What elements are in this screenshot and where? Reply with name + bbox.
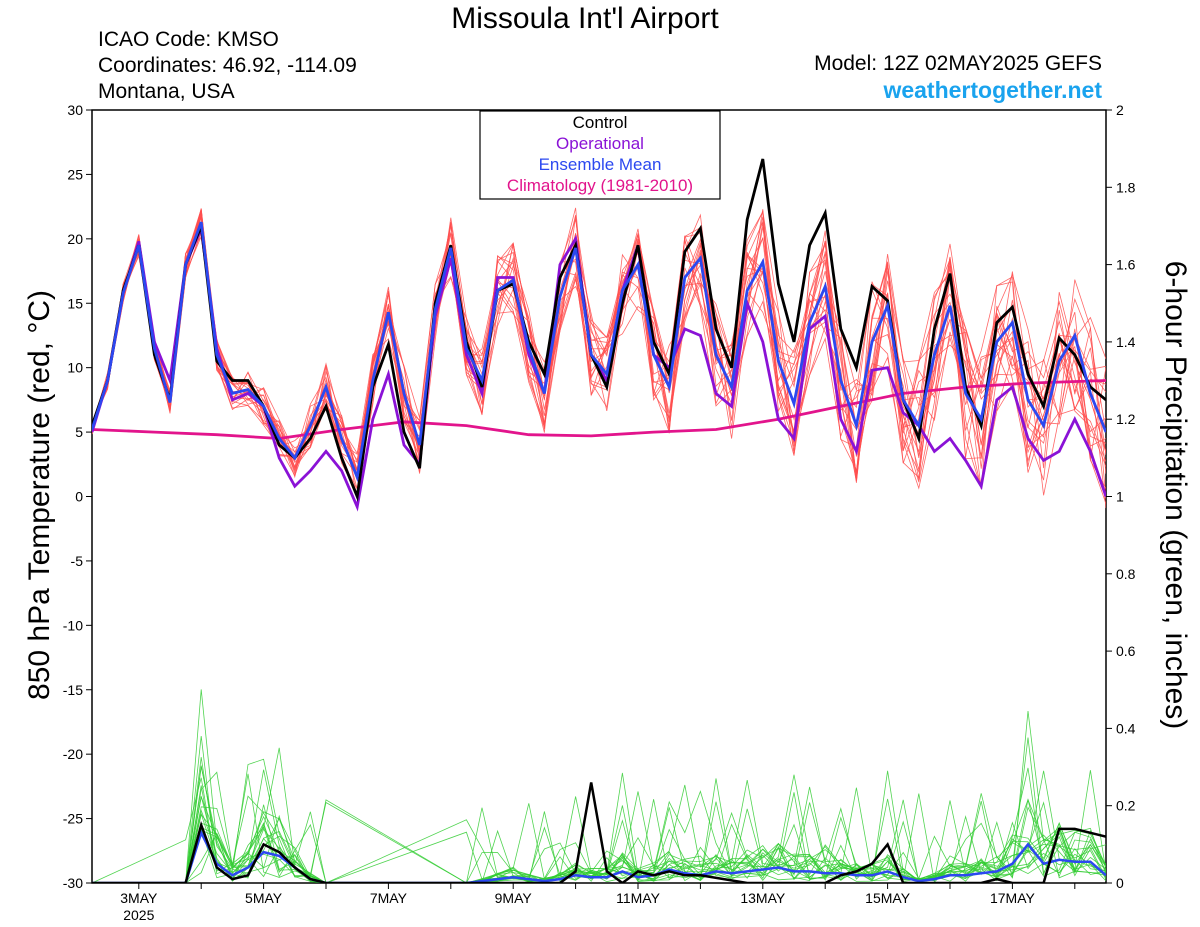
- y-tick-label-left: -15: [63, 682, 83, 698]
- precip-ensemble-member: [92, 747, 1106, 883]
- precip-ensemble-member: [92, 784, 1106, 883]
- x-tick-label: 7MAY: [370, 890, 408, 906]
- chart-title: Missoula Int'l Airport: [451, 2, 719, 35]
- y-tick-label-left: 25: [67, 166, 83, 182]
- y-tick-label-right: 0.6: [1116, 643, 1136, 659]
- climatology-line: [92, 379, 1106, 440]
- y-tick-label-right: 1.6: [1116, 257, 1136, 273]
- legend-entry: Control: [573, 113, 628, 132]
- x-tick-label: 17MAY: [990, 890, 1036, 906]
- y-tick-label-left: -5: [71, 553, 84, 569]
- y-tick-label-left: -20: [63, 746, 83, 762]
- y-tick-label-right: 0.8: [1116, 566, 1136, 582]
- site-link[interactable]: weathertogether.net: [883, 77, 1102, 103]
- plot-series: [92, 158, 1106, 883]
- model-run: Model: 12Z 02MAY2025 GEFS: [814, 52, 1102, 75]
- x-tick-label: 3MAY: [120, 890, 158, 906]
- y-tick-label-left: 5: [75, 424, 83, 440]
- y-tick-label-left: 20: [67, 231, 83, 247]
- precip-ensemble-member: [92, 710, 1106, 883]
- y-tick-label-right: 1.8: [1116, 179, 1136, 195]
- temp-ensemble-member: [92, 210, 1106, 489]
- model-info: Model: 12Z 02MAY2025 GEFS weathertogethe…: [814, 51, 1102, 103]
- x-year-label: 2025: [123, 907, 154, 923]
- precip-ensemble-member: [92, 735, 1106, 883]
- y-tick-label-left: -25: [63, 811, 83, 827]
- legend-box: [479, 110, 721, 200]
- y-tick-label-right: 1.2: [1116, 411, 1136, 427]
- x-tick-label: 11MAY: [616, 890, 660, 906]
- precip-control-line: [92, 782, 1106, 883]
- y-tick-label-right: 2: [1116, 102, 1124, 118]
- y-tick-label-right: 1: [1116, 489, 1124, 505]
- y-tick-label-left: -30: [63, 875, 83, 891]
- y-tick-label-left: 10: [67, 360, 83, 376]
- precip-ensemble-member: [92, 799, 1106, 883]
- x-tick-label: 5MAY: [245, 890, 283, 906]
- x-tick-label: 13MAY: [740, 890, 786, 906]
- y-tick-label-left: -10: [63, 617, 83, 633]
- region: Montana, USA: [98, 80, 235, 103]
- icao-code: ICAO Code: KMSO: [98, 28, 279, 51]
- temp-ensemble-member: [92, 217, 1106, 482]
- legend-entry: Operational: [556, 134, 644, 153]
- station-info: ICAO Code: KMSO Coordinates: 46.92, -114…: [98, 27, 357, 105]
- x-tick-label: 15MAY: [865, 890, 911, 906]
- y-tick-label-left: 15: [67, 295, 83, 311]
- plot-area: [91, 109, 1107, 884]
- y-tick-label-right: 1.4: [1116, 334, 1136, 350]
- y-tick-label-right: 0.4: [1116, 720, 1136, 736]
- y-tick-label-right: 0.2: [1116, 798, 1136, 814]
- temp-ensemble-member: [92, 233, 1106, 509]
- legend-entry: Climatology (1981-2010): [507, 176, 693, 195]
- temp-ensemble-member: [92, 212, 1106, 474]
- y-tick-label-right: 0: [1116, 875, 1124, 891]
- x-tick-label: 9MAY: [495, 890, 533, 906]
- coordinates: Coordinates: 46.92, -114.09: [98, 54, 357, 77]
- y-tick-label-left: 30: [67, 102, 83, 118]
- mean-temp-line: [92, 221, 1106, 483]
- legend-entry: Ensemble Mean: [539, 155, 662, 174]
- y-tick-label-left: 0: [75, 489, 83, 505]
